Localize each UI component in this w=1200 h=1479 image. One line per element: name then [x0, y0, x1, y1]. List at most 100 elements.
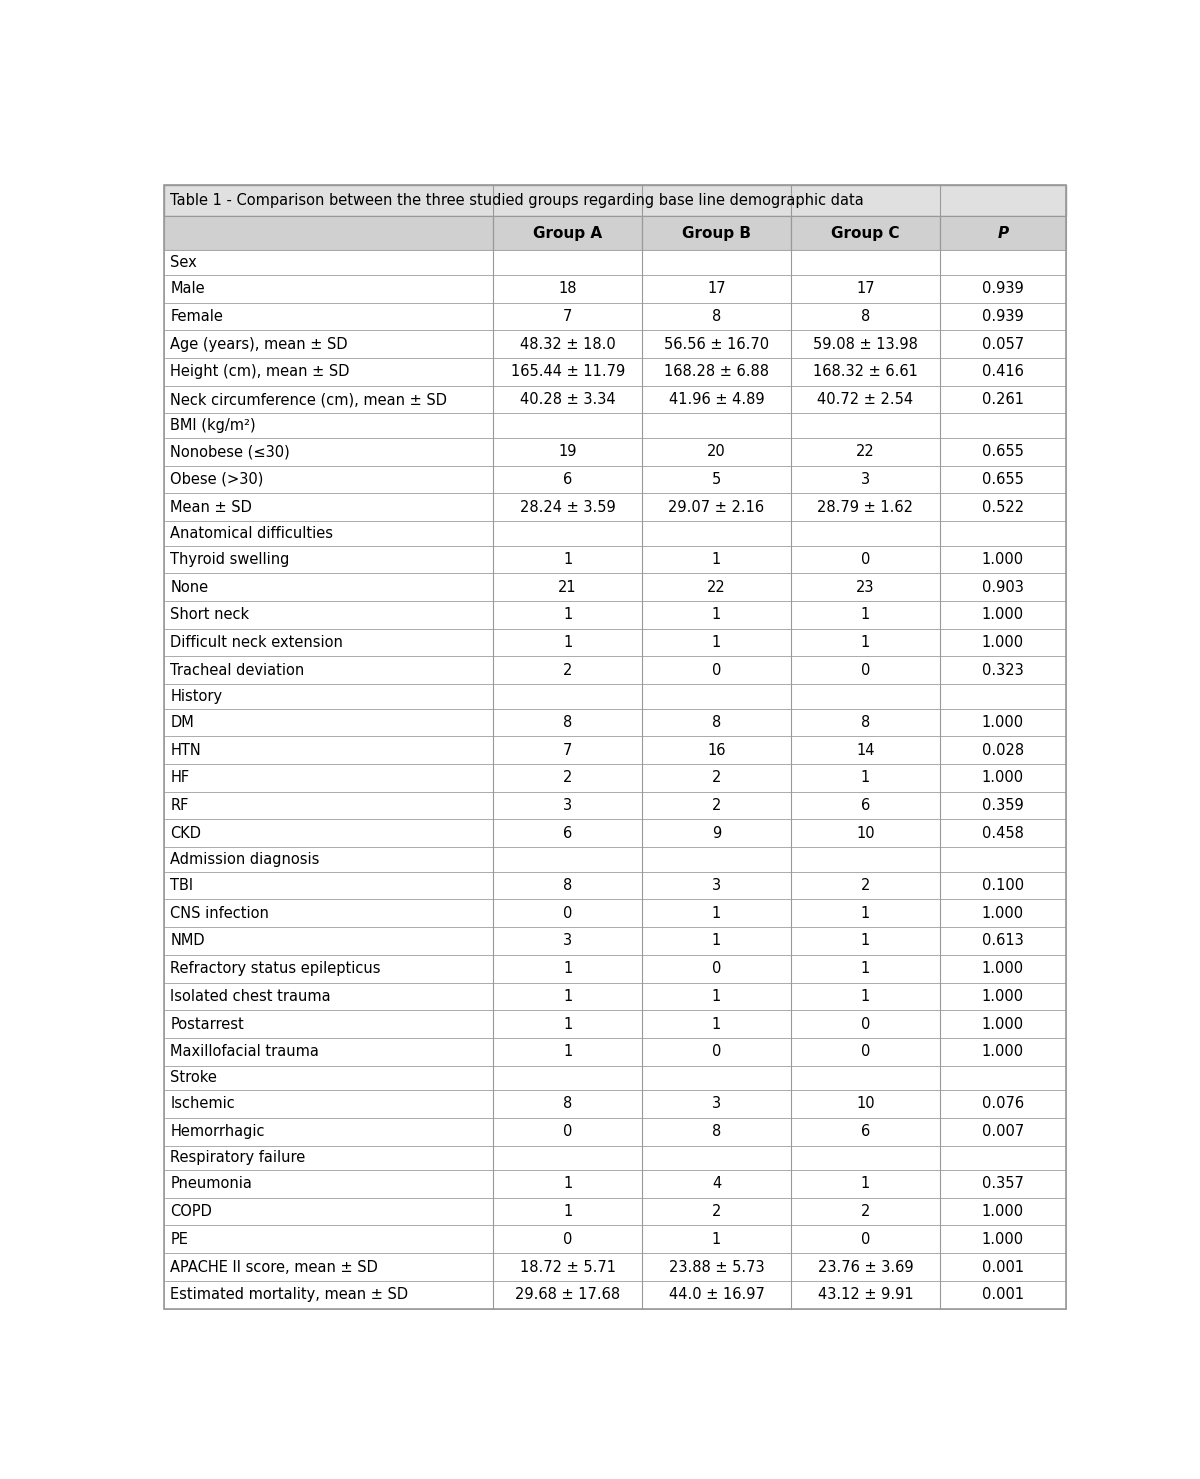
Text: 3: 3	[712, 879, 721, 893]
Bar	[164, 275, 493, 303]
Bar	[791, 414, 940, 438]
Text: 1: 1	[563, 989, 572, 1004]
Bar	[940, 250, 1066, 275]
Bar	[940, 982, 1066, 1010]
Text: Tracheal deviation: Tracheal deviation	[170, 663, 305, 677]
Text: Mean ± SD: Mean ± SD	[170, 500, 252, 515]
Bar	[493, 386, 642, 414]
Text: 8: 8	[860, 714, 870, 731]
Bar	[493, 708, 642, 737]
Bar	[791, 494, 940, 521]
Bar	[940, 1226, 1066, 1253]
Bar	[642, 358, 791, 386]
Text: Sex: Sex	[170, 256, 197, 271]
Text: Refractory status epilepticus: Refractory status epilepticus	[170, 961, 380, 976]
Text: Group B: Group B	[682, 226, 751, 241]
Bar	[940, 685, 1066, 708]
Text: 1.000: 1.000	[982, 771, 1024, 785]
Bar	[642, 791, 791, 819]
Bar	[164, 546, 493, 574]
Text: COPD: COPD	[170, 1204, 212, 1219]
Text: Nonobese (≤30): Nonobese (≤30)	[170, 444, 290, 460]
Text: Isolated chest trauma: Isolated chest trauma	[170, 989, 331, 1004]
Bar	[940, 494, 1066, 521]
Text: Male: Male	[170, 281, 205, 296]
Text: 1.000: 1.000	[982, 714, 1024, 731]
Text: 2: 2	[712, 799, 721, 813]
Bar	[642, 819, 791, 847]
Bar	[940, 1146, 1066, 1170]
Bar	[940, 546, 1066, 574]
Text: 1: 1	[563, 961, 572, 976]
Text: 18: 18	[558, 281, 577, 296]
Text: 3: 3	[860, 472, 870, 487]
Bar	[493, 303, 642, 330]
Bar	[791, 819, 940, 847]
Text: Neck circumference (cm), mean ± SD: Neck circumference (cm), mean ± SD	[170, 392, 448, 407]
Text: 165.44 ± 11.79: 165.44 ± 11.79	[510, 364, 625, 380]
Bar	[164, 737, 493, 765]
Text: 8: 8	[712, 714, 721, 731]
Text: 3: 3	[563, 933, 572, 948]
Text: 1.000: 1.000	[982, 1204, 1024, 1219]
Bar	[642, 494, 791, 521]
Text: 0.323: 0.323	[982, 663, 1024, 677]
Text: HTN: HTN	[170, 742, 200, 757]
Text: 1: 1	[860, 771, 870, 785]
Text: Group C: Group C	[832, 226, 900, 241]
Bar	[164, 982, 493, 1010]
Bar	[164, 600, 493, 629]
Text: 59.08 ± 13.98: 59.08 ± 13.98	[812, 337, 918, 352]
Text: 23.88 ± 5.73: 23.88 ± 5.73	[668, 1260, 764, 1275]
Bar	[940, 574, 1066, 600]
Text: 21: 21	[558, 580, 577, 595]
Bar	[164, 438, 493, 466]
Bar	[493, 1226, 642, 1253]
Bar	[164, 927, 493, 955]
Text: 1: 1	[563, 1176, 572, 1192]
Bar	[791, 574, 940, 600]
Text: 8: 8	[563, 714, 572, 731]
Bar	[164, 494, 493, 521]
Text: Pneumonia: Pneumonia	[170, 1176, 252, 1192]
Text: 48.32 ± 18.0: 48.32 ± 18.0	[520, 337, 616, 352]
Bar	[642, 982, 791, 1010]
Text: 0: 0	[860, 663, 870, 677]
Text: 8: 8	[712, 309, 721, 324]
Bar	[493, 1118, 642, 1146]
Bar	[164, 657, 493, 685]
Text: 1.000: 1.000	[982, 961, 1024, 976]
Bar	[940, 216, 1066, 250]
Bar	[940, 330, 1066, 358]
Bar	[940, 899, 1066, 927]
Text: 1: 1	[563, 1044, 572, 1059]
Bar	[642, 1198, 791, 1226]
Bar	[940, 466, 1066, 494]
Bar	[164, 1253, 493, 1281]
Text: CNS infection: CNS infection	[170, 905, 269, 921]
Text: 1.000: 1.000	[982, 1044, 1024, 1059]
Text: 1: 1	[860, 608, 870, 623]
Bar	[642, 1146, 791, 1170]
Bar	[791, 330, 940, 358]
Bar	[493, 955, 642, 982]
Text: 1: 1	[860, 905, 870, 921]
Bar	[493, 927, 642, 955]
Bar	[642, 216, 791, 250]
Text: 2: 2	[712, 771, 721, 785]
Bar	[791, 466, 940, 494]
Text: 0.458: 0.458	[982, 825, 1024, 842]
Text: 2: 2	[860, 1204, 870, 1219]
Text: 1: 1	[860, 961, 870, 976]
Bar	[791, 386, 940, 414]
Bar	[493, 358, 642, 386]
Text: 1: 1	[563, 608, 572, 623]
Text: 1.000: 1.000	[982, 989, 1024, 1004]
Bar	[940, 414, 1066, 438]
Bar	[791, 600, 940, 629]
Text: 22: 22	[707, 580, 726, 595]
Text: Ischemic: Ischemic	[170, 1096, 235, 1112]
Bar	[642, 275, 791, 303]
Text: 1.000: 1.000	[982, 1016, 1024, 1031]
Bar	[493, 819, 642, 847]
